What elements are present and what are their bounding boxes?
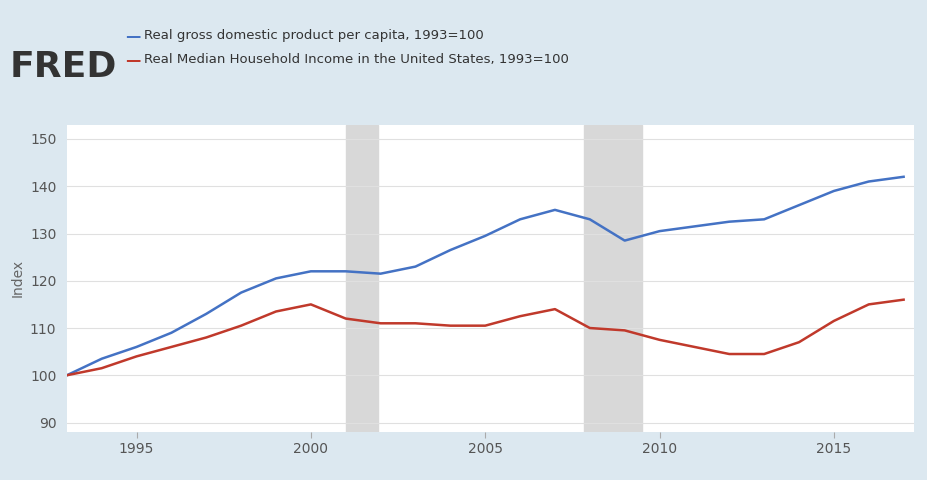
Y-axis label: Index: Index bbox=[10, 259, 24, 298]
Text: —: — bbox=[125, 53, 141, 68]
Text: Real gross domestic product per capita, 1993=100: Real gross domestic product per capita, … bbox=[144, 29, 483, 42]
Text: FRED: FRED bbox=[9, 50, 117, 84]
Text: —: — bbox=[125, 29, 141, 44]
Bar bbox=[346, 125, 377, 432]
Text: Real Median Household Income in the United States, 1993=100: Real Median Household Income in the Unit… bbox=[144, 53, 568, 66]
Bar bbox=[583, 125, 641, 432]
